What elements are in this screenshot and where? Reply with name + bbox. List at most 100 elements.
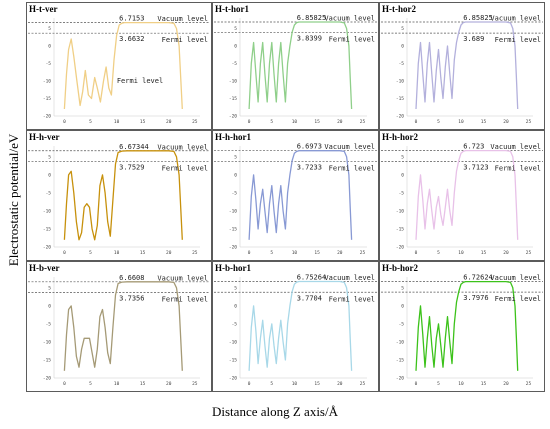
x-tick-label: 10 [292, 381, 298, 387]
y-tick-label: -15 [396, 357, 404, 363]
potential-curve [415, 21, 519, 110]
panel-h-t-hor2: 5 0 -5 -10 -15 -20 0 5 10 15 20 25 H-t-hor2 6.85825Va… [379, 2, 545, 130]
y-tick-label: -5 [399, 61, 405, 67]
x-tick-label: 5 [437, 381, 440, 387]
vacuum-level-label: Vacuum level [324, 274, 375, 282]
y-tick-label: 0 [48, 303, 51, 309]
fermi-level-label: Fermi level [329, 164, 375, 172]
x-tick-label: 5 [270, 381, 273, 387]
potential-curve [415, 149, 519, 240]
vacuum-level-label: Vacuum level [324, 14, 375, 22]
x-tick-label: 10 [114, 250, 120, 256]
x-tick-label: 0 [63, 381, 66, 387]
y-tick-label: -10 [229, 339, 237, 345]
x-tick-label: 5 [89, 381, 92, 387]
x-tick-label: 20 [166, 119, 172, 125]
fermi-value: 3.7704 [297, 294, 322, 302]
panel-title: H-t-ver [29, 4, 57, 14]
x-tick-label: 25 [192, 381, 198, 387]
x-tick-label: 5 [270, 250, 273, 256]
x-tick-label: 20 [503, 119, 509, 125]
x-tick-label: 10 [458, 381, 464, 387]
vacuum-value: 6.7153 [119, 14, 144, 22]
fermi-value: 3.8399 [297, 35, 322, 43]
x-tick-label: 20 [337, 119, 343, 125]
vacuum-value: 6.75264 [297, 273, 327, 281]
y-tick-label: -5 [232, 61, 238, 67]
y-tick-label: -10 [43, 208, 51, 214]
vacuum-level-label: Vacuum level [157, 274, 208, 282]
y-tick-label: -5 [46, 61, 52, 67]
fermi-value: 3.6632 [119, 35, 144, 43]
x-tick-label: 0 [63, 250, 66, 256]
potential-curve [63, 281, 183, 371]
x-tick-label: 20 [503, 381, 509, 387]
y-tick-label: 5 [48, 154, 51, 160]
fermi-level-label: Fermi level [162, 164, 208, 172]
panel-title: H-b-ver [29, 263, 60, 273]
y-tick-label: -15 [396, 226, 404, 232]
x-tick-label: 15 [314, 119, 320, 125]
y-tick-label: -20 [43, 245, 51, 251]
y-tick-label: -20 [396, 245, 404, 251]
vacuum-level-label: Vacuum level [157, 15, 208, 23]
panel-title: H-b-hor2 [382, 263, 419, 273]
vacuum-level-label: Vacuum level [324, 143, 375, 151]
potential-curve [415, 280, 519, 371]
y-tick-label: -15 [43, 226, 51, 232]
y-tick-label: -10 [229, 208, 237, 214]
y-tick-label: -20 [229, 376, 237, 382]
y-tick-label: -15 [229, 96, 237, 102]
x-tick-label: 10 [458, 250, 464, 256]
x-tick-label: 20 [166, 250, 172, 256]
x-tick-label: 25 [192, 119, 198, 125]
y-tick-label: -5 [399, 321, 405, 327]
fermi-level-label: Fermi level [162, 36, 208, 44]
fermi-level-label: Fermi level [495, 295, 541, 303]
x-axis-label: Distance along Z axis/Å [212, 404, 338, 419]
x-tick-label: 5 [437, 119, 440, 125]
panel-h-h-hor1: 5 0 -5 -10 -15 -20 0 5 10 15 20 25 H-h-hor1 6.6973 Vac… [212, 130, 379, 261]
x-tick-label: 15 [481, 119, 487, 125]
y-tick-label: -15 [229, 226, 237, 232]
fermi-level-label: Fermi level [329, 295, 375, 303]
x-tick-label: 10 [292, 250, 298, 256]
panel-title: H-b-hor1 [215, 263, 252, 273]
y-tick-label: 5 [48, 26, 51, 32]
panel-title: H-t-hor1 [215, 4, 249, 14]
y-tick-label: 5 [234, 154, 237, 160]
x-tick-label: 10 [292, 119, 298, 125]
y-tick-label: -20 [43, 114, 51, 120]
y-tick-label: -5 [232, 190, 238, 196]
potential-curve [248, 21, 353, 110]
y-tick-label: 5 [234, 285, 237, 291]
panel-title: H-t-hor2 [382, 4, 416, 14]
x-tick-label: 15 [481, 250, 487, 256]
y-tick-label: -20 [229, 245, 237, 251]
fermi-level-label: Fermi level [495, 36, 541, 44]
x-tick-label: 10 [458, 119, 464, 125]
vacuum-value: 6.6973 [297, 143, 322, 151]
vacuum-value: 6.67344 [119, 143, 149, 151]
y-tick-label: -10 [229, 79, 237, 85]
x-tick-label: 5 [270, 119, 273, 125]
x-tick-label: 25 [526, 250, 532, 256]
x-tick-label: 0 [248, 250, 251, 256]
y-tick-label: 0 [401, 303, 404, 309]
panel-title: H-h-hor1 [215, 132, 252, 142]
y-tick-label: -20 [396, 376, 404, 382]
x-tick-label: 5 [437, 250, 440, 256]
panel-h-t-hor1: 5 0 -5 -10 -15 -20 0 5 10 15 20 25 H-t-hor1 6.85825Va… [212, 2, 379, 130]
x-tick-label: 25 [360, 119, 366, 125]
vacuum-level-label: Vacuum level [490, 14, 541, 22]
x-tick-label: 25 [192, 250, 198, 256]
vacuum-value: 6.723 [463, 143, 484, 151]
fermi-level-label-mid: Fermi level [117, 77, 163, 85]
x-tick-label: 20 [503, 250, 509, 256]
panel-h-h-hor2: 5 0 -5 -10 -15 -20 0 5 10 15 20 25 H-h-hor2 6.723 Vacu… [379, 130, 545, 261]
vacuum-value: 6.85825 [463, 14, 493, 22]
fermi-level-label: Fermi level [495, 164, 541, 172]
vacuum-level-label: Vacuum level [157, 143, 208, 151]
panel-title: H-h-hor2 [382, 132, 419, 142]
panel-h-b-ver: 5 0 -5 -10 -15 -20 0 5 10 15 20 25 H-b-ver 6.6608 Vacu… [26, 261, 212, 392]
